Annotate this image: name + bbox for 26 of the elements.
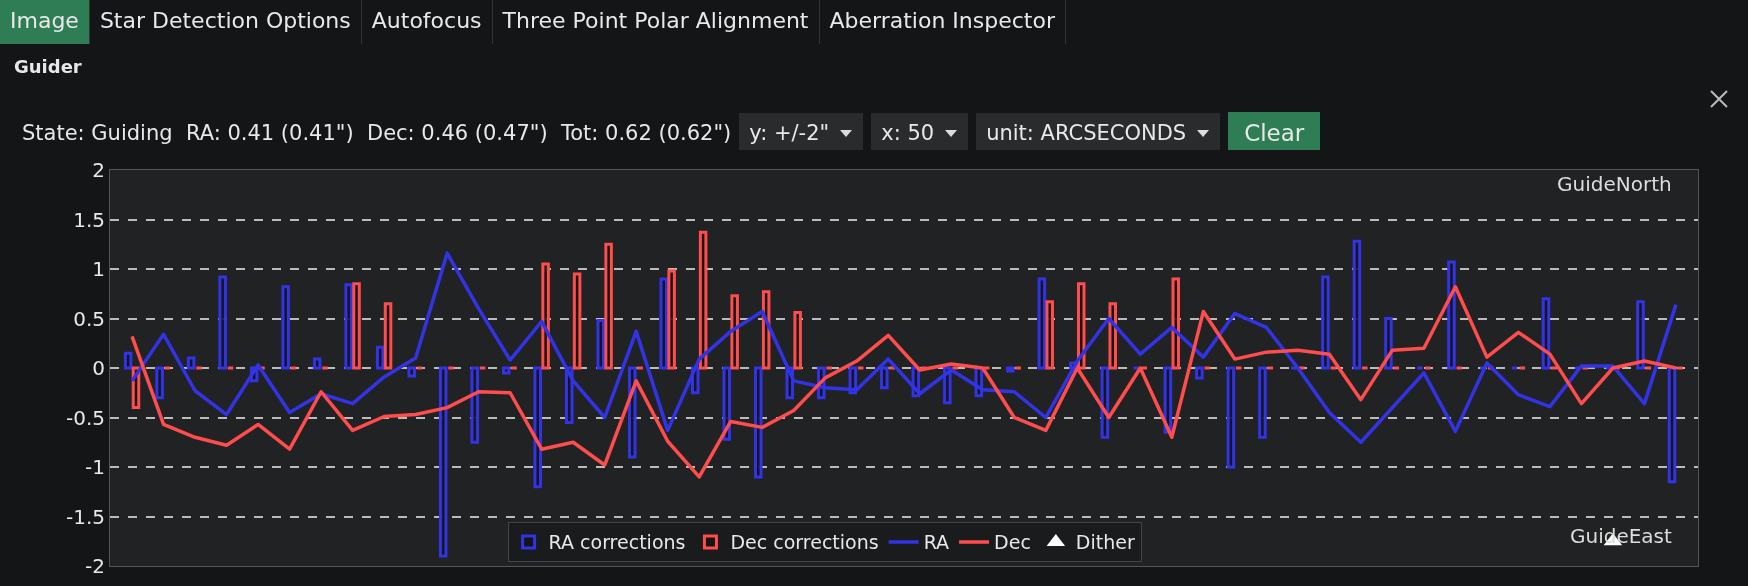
chart-title: Guider — [14, 56, 82, 77]
text: Star Detection Options — [89, 0, 362, 44]
text: Clear — [1228, 112, 1321, 154]
y-tick-label: -0.5 — [65, 405, 105, 430]
chart-subtitle: State: Guiding RA: 0.41 (0.41") Dec: 0.46 (0.47") Tot: 0.62 (0.62") — [22, 121, 732, 145]
text: Aberration Inspector — [819, 0, 1066, 44]
y-tick-label: -2 — [85, 554, 105, 578]
y-tick-label: 1 — [92, 257, 105, 281]
y-tick-label: 0 — [92, 356, 105, 380]
annotation: GuideNorth — [1557, 172, 1672, 196]
y-tick-label: 1.5 — [73, 207, 105, 232]
y-tick-label: 2 — [92, 158, 105, 182]
legend-label: Dec corrections — [730, 531, 879, 554]
y-tick-label: -1.5 — [65, 504, 105, 529]
legend-label: RA corrections — [548, 531, 686, 554]
text: Three Point Polar Alignment — [492, 0, 820, 44]
text: Image — [0, 0, 90, 44]
text: y: +/-2" — [749, 121, 830, 145]
legend-label: Dither — [1075, 531, 1135, 554]
y-tick-label: -1 — [85, 455, 105, 479]
text: Autofocus — [361, 0, 493, 44]
text: x: 50 — [881, 121, 935, 145]
y-tick-label: 0.5 — [73, 306, 105, 331]
text: unit: ARCSECONDS — [986, 121, 1187, 145]
legend-label: RA — [923, 531, 950, 554]
legend-label: Dec — [994, 531, 1031, 554]
